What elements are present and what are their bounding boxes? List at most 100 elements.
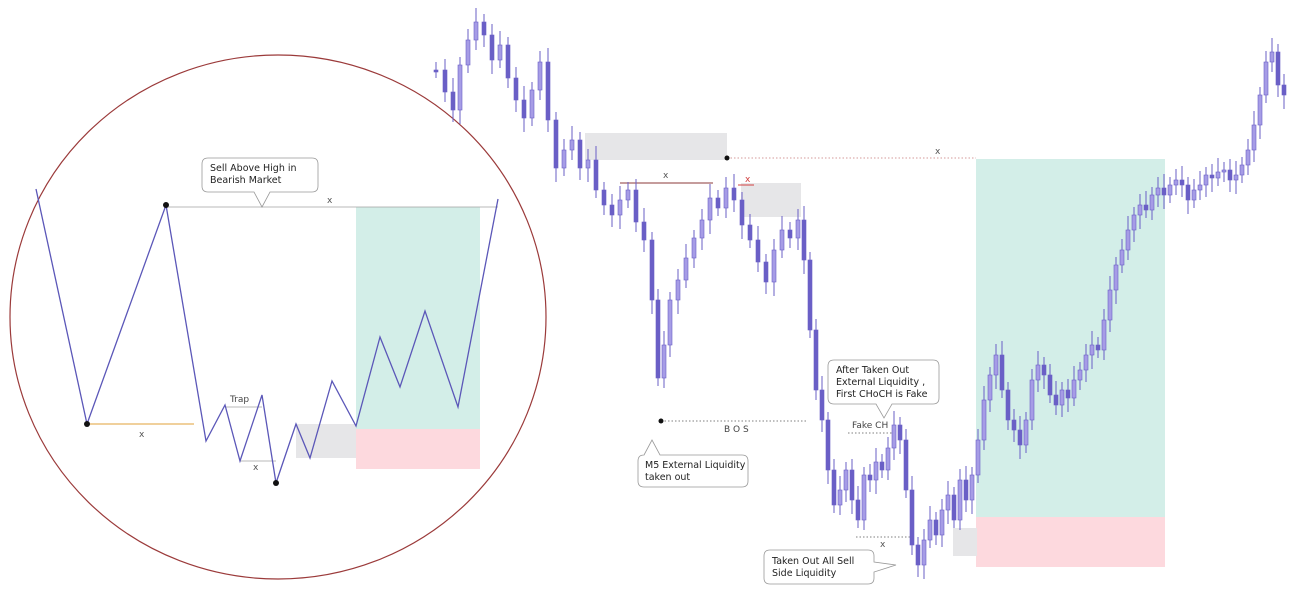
candle-body [513, 77, 519, 101]
candle-body [1197, 184, 1203, 191]
candle-body [1035, 364, 1041, 381]
candle-body [1107, 289, 1113, 321]
left-schematic: Sell Above High in Bearish Market x x Tr… [9, 54, 547, 580]
candle-body [1059, 389, 1065, 406]
candle-body [521, 99, 527, 119]
candle-body [891, 424, 897, 449]
candle-body [957, 479, 963, 521]
candle-body [819, 389, 825, 421]
supply-zone-mid [741, 183, 801, 217]
candle-body [999, 354, 1005, 391]
candle-body [641, 221, 647, 241]
candle-body [843, 469, 849, 491]
candle-body [617, 199, 623, 216]
candle-body [945, 494, 951, 511]
candle-body [897, 424, 903, 441]
candle-body [1101, 319, 1107, 351]
candle-body [787, 229, 793, 239]
supply-zone-top [585, 133, 727, 160]
candle-body [667, 299, 673, 346]
candle-body [731, 187, 737, 201]
svg-text:Sell Above High in Bea: Sell Above High in Bearish Market [210, 163, 300, 186]
callout-m5-line2: taken out [645, 472, 690, 483]
callout-fake-choch: After Taken Out External Liquidity , Fir… [827, 359, 940, 419]
callout-m5-liquidity: M5 External Liquidity taken out [637, 439, 749, 488]
candle-body [473, 21, 479, 41]
candle-body [481, 21, 487, 36]
candle-body [1119, 249, 1125, 266]
candle-body [1149, 194, 1155, 211]
candle-body [1131, 214, 1137, 231]
top-point [724, 155, 730, 161]
sweep-low-point [273, 480, 279, 486]
candle-body [921, 539, 927, 566]
candle-body [779, 229, 785, 251]
candle-body [1203, 174, 1209, 186]
candle-body [1269, 51, 1275, 63]
candle-body [1245, 149, 1251, 166]
price-zigzag-line [35, 188, 499, 484]
candle-body [683, 257, 689, 281]
candle-body [625, 189, 631, 201]
candle-body [747, 224, 753, 241]
fake-ch-label: Fake CH [852, 421, 888, 431]
candle-body [569, 139, 575, 151]
candle-body [553, 119, 559, 169]
callout-high-line1: Sell Above High in [210, 163, 297, 174]
candle-body [909, 489, 915, 546]
take-profit-zone-right [976, 159, 1165, 517]
candle-body [981, 399, 987, 441]
callout-sell-side-line2: Side Liquidity [772, 568, 837, 579]
candle-body [1089, 344, 1095, 356]
trap-label: Trap [229, 395, 249, 405]
callout-fake-line3: First CHoCH is Fake [836, 389, 928, 400]
candle-body [450, 91, 456, 111]
candle-body [801, 219, 807, 261]
candle-body [497, 44, 503, 61]
candle-body [933, 519, 939, 536]
candle-body [1113, 264, 1119, 291]
candle-body [739, 199, 745, 226]
candle-body [1143, 204, 1149, 211]
candle-body [1263, 61, 1269, 96]
candle-body [1209, 174, 1215, 179]
candle-body [1179, 179, 1185, 186]
candle-body [807, 259, 813, 331]
candle-body [561, 149, 567, 169]
candle-body [505, 44, 511, 79]
candle-body [1191, 189, 1197, 201]
candle-body [969, 474, 975, 501]
candle-body [1275, 51, 1281, 86]
demand-zone-small [953, 528, 977, 556]
x-mid-label: x [663, 171, 669, 181]
candle-body [1155, 187, 1161, 196]
candle-body [633, 189, 639, 223]
candle-body [1029, 379, 1035, 421]
candle-body [545, 61, 551, 121]
candle-body [831, 469, 837, 506]
candle-body [813, 329, 819, 391]
callout-m5-line1: M5 External Liquidity [645, 460, 746, 471]
candle-body [1125, 229, 1131, 251]
candle-body [1095, 344, 1101, 351]
candle-body [691, 237, 697, 259]
candle-body [489, 34, 495, 61]
candle-body [675, 279, 681, 301]
candle-body [585, 159, 591, 169]
candle-body [529, 89, 535, 119]
candle-body [723, 187, 729, 209]
svg-text:M5 External Liquidity: M5 External Liquidity taken out [645, 460, 748, 483]
candle-body [655, 299, 661, 379]
candle-body [707, 197, 713, 221]
candle-body [457, 64, 463, 111]
x-bottom-label: x [139, 430, 145, 440]
take-profit-zone [356, 207, 480, 429]
candle-body [1161, 187, 1167, 196]
callout-sell-side: Taken Out All Sell Side Liquidity [763, 549, 897, 585]
candle-body [1137, 204, 1143, 216]
candle-body [837, 489, 843, 506]
candle-body [442, 69, 448, 93]
candle-body [879, 461, 885, 471]
stop-loss-zone [356, 429, 480, 469]
